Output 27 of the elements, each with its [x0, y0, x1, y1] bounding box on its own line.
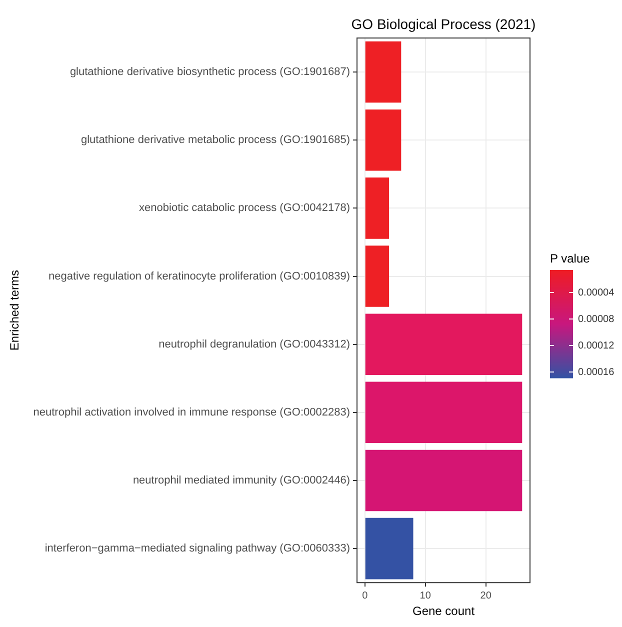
color-bar-title: P value	[550, 251, 590, 266]
y-tick-label: interferon−gamma−mediated signaling pathway (GO:0060333)	[44, 542, 350, 555]
y-tick-label: neutrophil mediated immunity (GO:0002446)	[132, 474, 350, 487]
y-tick-label: neutrophil degranulation (GO:0043312)	[158, 338, 350, 350]
y-tick-label: negative regulation of keratinocyte proliferation (GO:0010839)	[48, 270, 350, 282]
y-tick-label: neutrophil activation involved in immune response (GO:0002283)	[33, 406, 350, 418]
color-bar-label: 0.00008	[578, 314, 615, 325]
bar	[365, 246, 390, 307]
x-tick-label: 0	[362, 590, 368, 602]
bar	[365, 41, 402, 103]
bar	[365, 450, 522, 512]
x-tick-label: 10	[420, 590, 432, 602]
bar	[365, 178, 390, 239]
y-tick-label: glutathione derivative metabolic process (GO:1901685)	[80, 134, 350, 146]
y-tick-label: xenobiotic catabolic process (GO:0042178)	[139, 202, 350, 214]
bar	[365, 518, 414, 580]
color-bar-label: 0.00016	[578, 366, 615, 378]
color-bar-label: 0.00012	[578, 340, 615, 352]
color-bar-label: 0.00004	[578, 287, 615, 298]
y-tick-label: glutathione derivative biosynthetic process (GO:1901687)	[70, 66, 350, 78]
bar	[365, 382, 522, 444]
y-axis-title: Enriched terms	[8, 270, 22, 351]
chart-title: GO Biological Process (2021)	[351, 16, 536, 32]
bar	[365, 314, 522, 375]
x-tick-label: 20	[480, 590, 492, 602]
bar	[365, 109, 402, 171]
x-axis-title: Gene count	[412, 604, 476, 618]
